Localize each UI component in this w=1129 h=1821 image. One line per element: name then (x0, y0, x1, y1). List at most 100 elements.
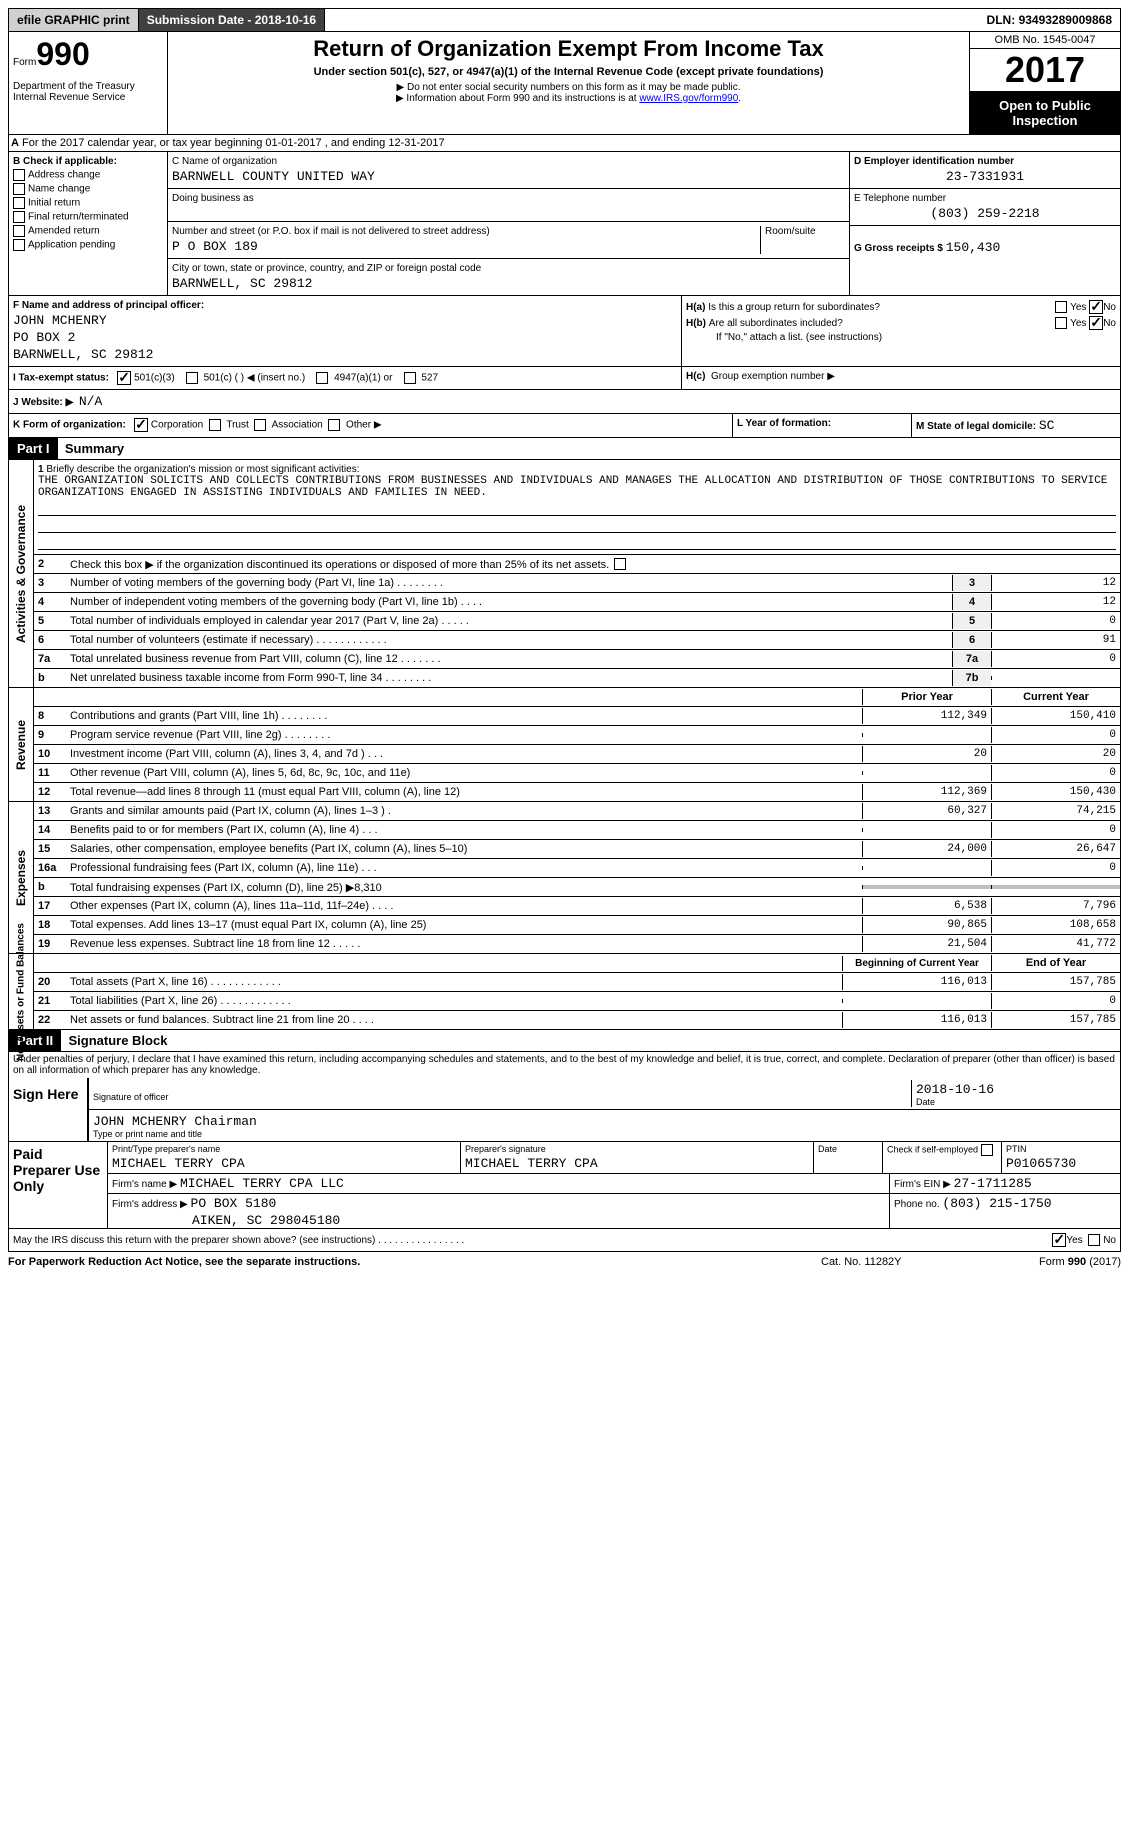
checkbox-initial-return[interactable] (13, 197, 25, 209)
section-j-label: J Website: ▶ (13, 397, 73, 408)
line-2-checkbox[interactable] (614, 558, 626, 570)
instruction-1: ▶ Do not enter social security numbers o… (172, 82, 965, 93)
checkbox-application-pending[interactable] (13, 239, 25, 251)
submission-date-panel: Submission Date - 2018-10-16 (139, 9, 325, 31)
line-desc: Total number of individuals employed in … (66, 613, 952, 629)
city-value: BARNWELL, SC 29812 (172, 276, 845, 291)
end-value: 157,785 (991, 974, 1120, 990)
501c3-checkbox[interactable] (117, 371, 131, 385)
hc-text: Group exemption number ▶ (711, 371, 835, 382)
corp-checkbox[interactable] (134, 418, 148, 432)
discuss-no-checkbox[interactable] (1088, 1234, 1100, 1246)
org-name: BARNWELL COUNTY UNITED WAY (172, 169, 845, 184)
trust-checkbox[interactable] (209, 419, 221, 431)
dept-treasury: Department of the Treasury (13, 81, 163, 92)
section-l: L Year of formation: (732, 414, 911, 437)
line-2-num: 2 (34, 556, 66, 572)
line-value: 91 (991, 632, 1120, 648)
527-checkbox[interactable] (404, 372, 416, 384)
checkbox-name-change[interactable] (13, 183, 25, 195)
dba-label: Doing business as (172, 193, 845, 204)
mission-blank-3 (38, 535, 1116, 550)
address-value: P O BOX 189 (172, 239, 760, 254)
revenue-section: Revenue Prior YearCurrent Year 8Contribu… (8, 688, 1121, 802)
prior-value: 21,504 (862, 936, 991, 952)
prior-value: 20 (862, 746, 991, 762)
dept-irs: Internal Revenue Service (13, 92, 163, 103)
sign-here-label: Sign Here (9, 1078, 87, 1141)
page-footer: For Paperwork Reduction Act Notice, see … (8, 1252, 1121, 1268)
discuss-yes-checkbox[interactable] (1052, 1233, 1066, 1247)
vlabel-activities: Activities & Governance (14, 504, 28, 642)
section-i: I Tax-exempt status: 501(c)(3) 501(c) ( … (9, 367, 682, 389)
column-d: D Employer identification number 23-7331… (849, 152, 1120, 295)
current-value: 26,647 (991, 841, 1120, 857)
line-desc: Investment income (Part VIII, column (A)… (66, 746, 862, 762)
section-k: K Form of organization: Corporation Trus… (9, 414, 732, 437)
assoc-label: Association (272, 420, 323, 431)
hb-yes-checkbox[interactable] (1055, 317, 1067, 329)
paid-preparer-block: Paid Preparer Use Only Print/Type prepar… (8, 1142, 1121, 1229)
4947-checkbox[interactable] (316, 372, 328, 384)
ha-no-checkbox[interactable] (1089, 300, 1103, 314)
open-to-public: Open to Public Inspection (970, 92, 1120, 134)
end-value: 157,785 (991, 1012, 1120, 1028)
line-num: 18 (34, 917, 66, 933)
phone-value: (803) 259-2218 (854, 206, 1116, 221)
checkbox-amended-return[interactable] (13, 225, 25, 237)
current-value: 0 (991, 860, 1120, 876)
form-subtitle: Under section 501(c), 527, or 4947(a)(1)… (172, 66, 965, 78)
checkbox-address-change[interactable] (13, 169, 25, 181)
gross-receipts-value: 150,430 (946, 240, 1001, 255)
line-num: 12 (34, 784, 66, 800)
current-value: 74,215 (991, 803, 1120, 819)
line-value: 12 (991, 575, 1120, 591)
line-num: 17 (34, 898, 66, 914)
section-f-h: F Name and address of principal officer:… (8, 296, 1121, 414)
hb-no-checkbox[interactable] (1089, 316, 1103, 330)
officer-signature-field[interactable] (93, 1080, 911, 1092)
line-desc: Contributions and grants (Part VIII, lin… (66, 708, 862, 724)
firm-phone: (803) 215-1750 (942, 1196, 1051, 1211)
section-k-l-m: K Form of organization: Corporation Trus… (8, 414, 1121, 438)
website-value: N/A (79, 394, 102, 409)
prior-value: 90,865 (862, 917, 991, 933)
officer-addr1: PO BOX 2 (13, 330, 677, 345)
ein-label: D Employer identification number (854, 156, 1116, 167)
prep-name: MICHAEL TERRY CPA (112, 1156, 456, 1171)
discuss-row: May the IRS discuss this return with the… (8, 1229, 1121, 1252)
line-value: 0 (991, 613, 1120, 629)
line-num: 20 (34, 974, 66, 990)
current-value: 41,772 (991, 936, 1120, 952)
checkbox-final-return[interactable] (13, 211, 25, 223)
line-num: 11 (34, 765, 66, 781)
line-num: b (34, 879, 66, 895)
527-label: 527 (421, 373, 438, 384)
dln-label: DLN: (987, 13, 1016, 27)
line-desc: Total expenses. Add lines 13–17 (must eq… (66, 917, 862, 933)
other-checkbox[interactable] (328, 419, 340, 431)
top-bar: efile GRAPHIC print Submission Date - 20… (8, 8, 1121, 32)
mission-block: 1 Briefly describe the organization's mi… (34, 460, 1120, 555)
line-value (991, 676, 1120, 680)
501c-checkbox[interactable] (186, 372, 198, 384)
hb-note: If "No," attach a list. (see instruction… (686, 332, 1116, 343)
efile-print-button[interactable]: efile GRAPHIC print (9, 9, 139, 31)
ein-value: 23-7331931 (854, 169, 1116, 184)
date-label: Date (916, 1097, 1116, 1107)
line-num: 13 (34, 803, 66, 819)
dln-panel: DLN: 93493289009868 (979, 9, 1120, 31)
vlabel-expenses: Expenses (14, 849, 28, 905)
end-year-header: End of Year (991, 955, 1120, 971)
section-a-label: A (11, 137, 19, 149)
ha-yes-checkbox[interactable] (1055, 301, 1067, 313)
line-desc: Total unrelated business revenue from Pa… (66, 651, 952, 667)
line-ref: 4 (952, 594, 991, 610)
main-info: B Check if applicable: Address change Na… (8, 152, 1121, 296)
self-employed-checkbox[interactable] (981, 1144, 993, 1156)
current-value: 0 (991, 727, 1120, 743)
irs-form990-link[interactable]: www.IRS.gov/form990 (639, 93, 738, 104)
assoc-checkbox[interactable] (254, 419, 266, 431)
signature-date: 2018-10-16 (916, 1082, 1116, 1097)
prior-value (862, 866, 991, 870)
